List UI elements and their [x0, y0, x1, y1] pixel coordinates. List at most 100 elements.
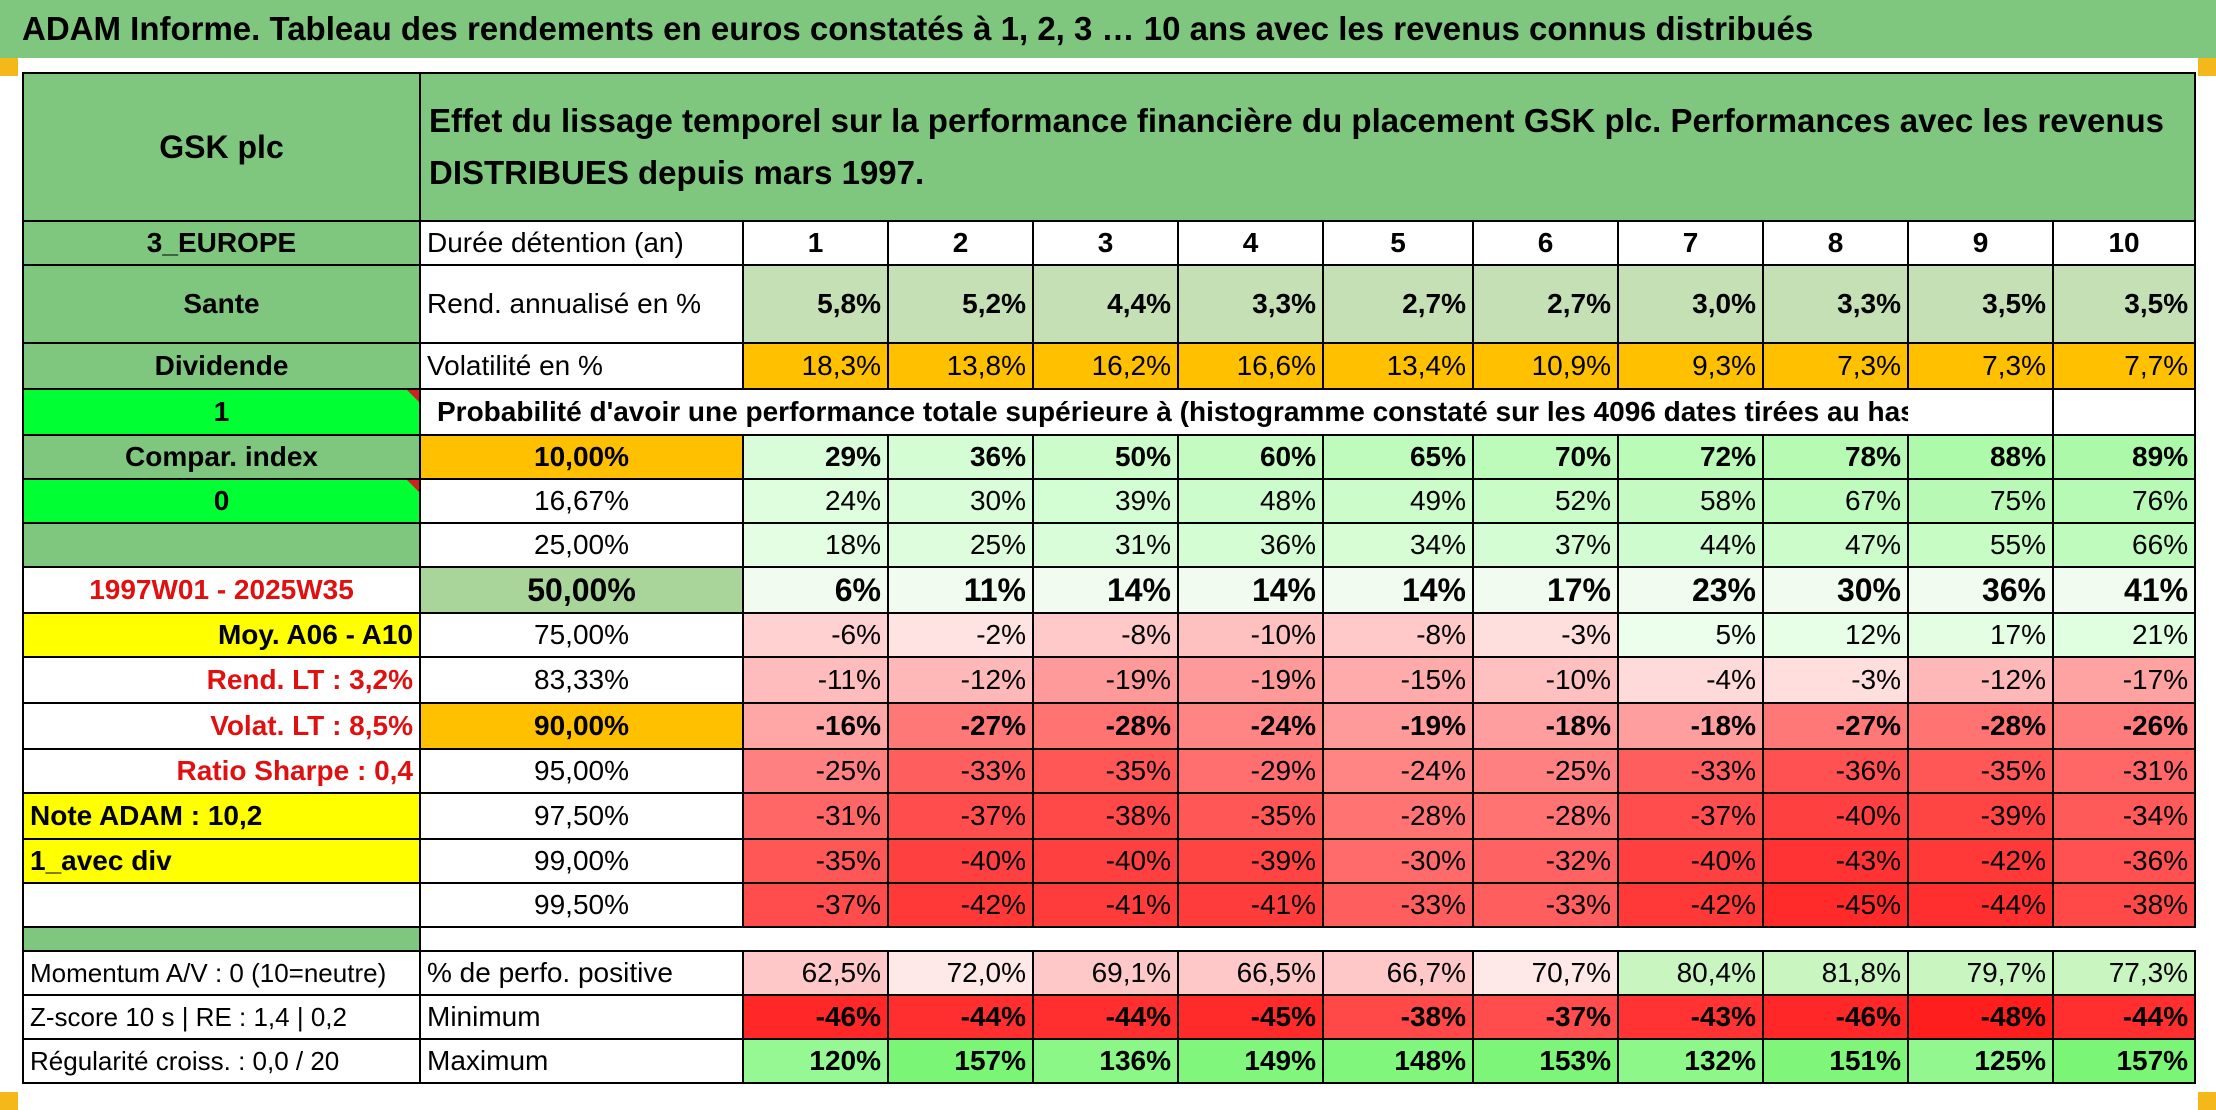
- quantile-value: 36%: [887, 434, 1034, 480]
- quantile-row: 1997W01 - 2025W35 50,00% 6% 11% 14% 14% 14% 17%…: [22, 566, 2197, 614]
- side-blank: [22, 522, 421, 568]
- rend-cell: 3,3%: [1762, 264, 1909, 344]
- quantile-row: Compar. index 10,00% 29% 36% 50% 60% 65% 70% 72%…: [22, 434, 2197, 480]
- quantile-value: 39%: [1032, 478, 1179, 524]
- quantile-value: 78%: [1762, 434, 1909, 480]
- quantile-label: 83,33%: [419, 656, 744, 704]
- minimum-cell: -44%: [1032, 994, 1179, 1040]
- quantile-label: 50,00%: [419, 566, 744, 614]
- quantile-value: 41%: [2051, 566, 2197, 614]
- corner-marker: [0, 58, 18, 76]
- quantile-value: -38%: [1032, 792, 1179, 840]
- quantile-value: -33%: [1322, 882, 1474, 928]
- corner-marker: [2198, 58, 2216, 76]
- quantile-value: -31%: [2051, 748, 2197, 794]
- quantile-value: -12%: [887, 656, 1034, 704]
- positive-cell: 79,7%: [1907, 950, 2054, 996]
- quantile-value: -35%: [1032, 748, 1179, 794]
- sector-label: Sante: [22, 264, 421, 344]
- rend-row: Sante Rend. annualisé en % 5,8% 5,2% 4,4…: [22, 264, 2197, 344]
- year-cell: 5: [1322, 220, 1474, 266]
- quantile-value: 36%: [1177, 522, 1324, 568]
- quantile-value: -25%: [1472, 748, 1619, 794]
- quantile-value: -15%: [1322, 656, 1474, 704]
- positive-label: % de perfo. positive: [419, 950, 744, 996]
- quantile-row: Ratio Sharpe : 0,4 95,00% -25% -33% -35% -29%…: [22, 748, 2197, 794]
- quantile-value: -32%: [1472, 838, 1619, 884]
- proba-label: Probabilité d'avoir une performance tota…: [419, 388, 1908, 436]
- maximum-cell: 149%: [1177, 1038, 1324, 1084]
- quantile-value: -19%: [1032, 656, 1179, 704]
- quantile-value: 67%: [1762, 478, 1909, 524]
- maximum-cell: 151%: [1762, 1038, 1909, 1084]
- side-sharpe: Ratio Sharpe : 0,4: [22, 748, 421, 794]
- quantile-value: -42%: [1617, 882, 1764, 928]
- quantile-label: 90,00%: [419, 702, 744, 750]
- quantile-value: 30%: [1762, 566, 1909, 614]
- quantile-label: 75,00%: [419, 612, 744, 658]
- quantile-value: 37%: [1472, 522, 1619, 568]
- quantile-label: 10,00%: [419, 434, 744, 480]
- positive-cell: 66,5%: [1177, 950, 1324, 996]
- positive-cell: 81,8%: [1762, 950, 1909, 996]
- quantile-value: -8%: [1032, 612, 1179, 658]
- quantile-value: -4%: [1617, 656, 1764, 704]
- empty-cell: [1908, 388, 2054, 436]
- quantile-label: 95,00%: [419, 748, 744, 794]
- quantile-value: -36%: [1762, 748, 1909, 794]
- year-cell: 6: [1472, 220, 1619, 266]
- quantile-value: -35%: [1907, 748, 2054, 794]
- quantile-value: 6%: [742, 566, 889, 614]
- quantile-value: 52%: [1472, 478, 1619, 524]
- minimum-cell: -45%: [1177, 994, 1324, 1040]
- year-cell: 3: [1032, 220, 1179, 266]
- quantile-row: Moy. A06 - A10 75,00% -6% -2% -8% -10% -8% -3% 5…: [22, 612, 2197, 658]
- quantile-value: 49%: [1322, 478, 1474, 524]
- quantile-value: 75%: [1907, 478, 2054, 524]
- positive-cell: 66,7%: [1322, 950, 1474, 996]
- quantile-value: 14%: [1177, 566, 1324, 614]
- positive-row: Momentum A/V : 0 (10=neutre) % de perfo.…: [22, 950, 2197, 996]
- positive-cell: 77,3%: [2051, 950, 2197, 996]
- volat-cell: 9,3%: [1617, 342, 1764, 390]
- quantile-value: -42%: [1907, 838, 2054, 884]
- quantile-value: -16%: [742, 702, 889, 750]
- quantile-value: 58%: [1617, 478, 1764, 524]
- minimum-cell: -48%: [1907, 994, 2054, 1040]
- quantile-value: -27%: [1762, 702, 1909, 750]
- positive-cell: 69,1%: [1032, 950, 1179, 996]
- region-label: 3_EUROPE: [22, 220, 421, 266]
- quantile-value: -39%: [1177, 838, 1324, 884]
- quantile-value: -11%: [742, 656, 889, 704]
- quantile-value: -17%: [2051, 656, 2197, 704]
- positive-cell: 62,5%: [742, 950, 889, 996]
- quantile-value: -41%: [1032, 882, 1179, 928]
- quantile-value: 89%: [2051, 434, 2197, 480]
- volat-cell: 7,3%: [1762, 342, 1909, 390]
- quantile-row: Note ADAM : 10,2 97,50% -31% -37% -38% -35% -2…: [22, 792, 2197, 840]
- side-rend-lt: Rend. LT : 3,2%: [22, 656, 421, 704]
- side-flag0[interactable]: 0: [22, 478, 421, 524]
- years-row: 3_EUROPE Durée détention (an) 1 2 3 4 5 …: [22, 220, 2197, 266]
- maximum-cell: 148%: [1322, 1038, 1474, 1084]
- side-moy: Moy. A06 - A10: [22, 612, 421, 658]
- quantile-value: 72%: [1617, 434, 1764, 480]
- quantile-value: -28%: [1032, 702, 1179, 750]
- minimum-cell: -46%: [1762, 994, 1909, 1040]
- quantile-value: -40%: [1762, 792, 1909, 840]
- quantile-value: -43%: [1762, 838, 1909, 884]
- quantile-value: -24%: [1322, 748, 1474, 794]
- quantile-value: 60%: [1177, 434, 1324, 480]
- quantile-value: -35%: [742, 838, 889, 884]
- report-title: ADAM Informe. Tableau des rendements en …: [0, 0, 2216, 58]
- flag-one-cell[interactable]: 1: [22, 388, 421, 436]
- minimum-cell: -44%: [887, 994, 1034, 1040]
- quantile-value: -28%: [1907, 702, 2054, 750]
- maximum-cell: 153%: [1472, 1038, 1619, 1084]
- quantile-value: 5%: [1617, 612, 1764, 658]
- rend-cell: 5,2%: [887, 264, 1034, 344]
- side-volat-lt: Volat. LT : 8,5%: [22, 702, 421, 750]
- empty-cell: [22, 882, 421, 928]
- quantile-value: 48%: [1177, 478, 1324, 524]
- year-cell: 9: [1907, 220, 2054, 266]
